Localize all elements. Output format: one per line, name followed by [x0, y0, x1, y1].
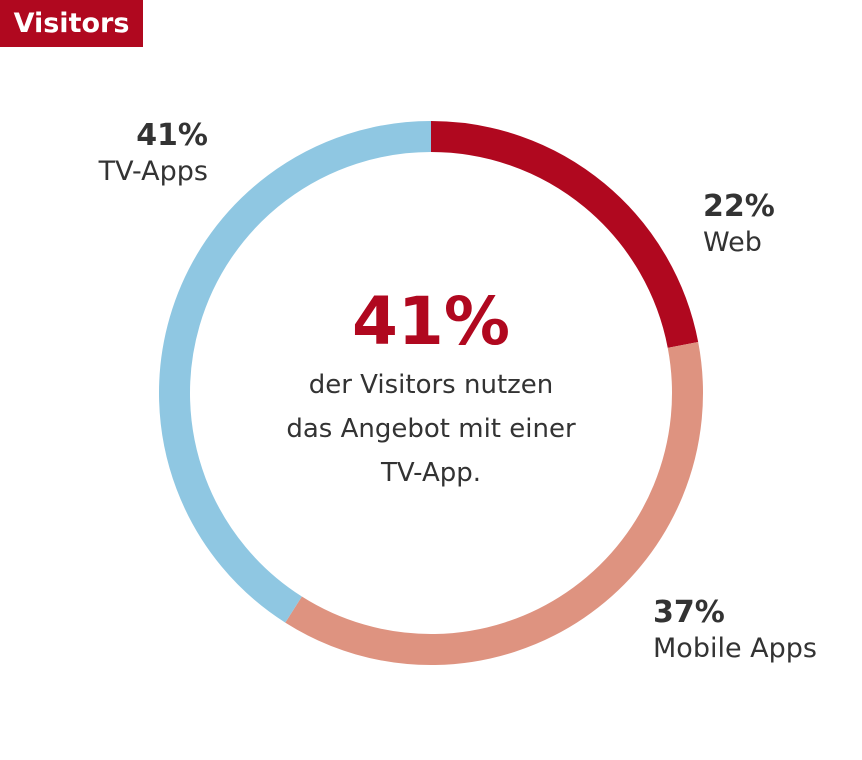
label-web: 22% Web: [703, 188, 775, 259]
center-line-2: das Angebot mit einer: [286, 414, 576, 444]
center-value: 41%: [352, 283, 510, 360]
label-mobile-value: 37%: [653, 595, 725, 630]
center-line-3: TV-App.: [380, 458, 481, 488]
title-badge: Visitors: [0, 0, 143, 47]
label-web-name: Web: [703, 226, 762, 258]
label-web-value: 22%: [703, 189, 775, 224]
donut-slice-tv-apps: [159, 121, 432, 623]
donut-slice-mobile-apps: [285, 342, 703, 665]
label-tv-apps: 41% TV-Apps: [99, 117, 208, 188]
center-text: 41% der Visitors nutzen das Angebot mit …: [231, 282, 631, 496]
label-tv-apps-value: 41%: [136, 118, 208, 153]
center-line-1: der Visitors nutzen: [308, 370, 554, 400]
label-mobile-name: Mobile Apps: [653, 632, 817, 664]
donut-slice-web: [430, 121, 699, 348]
label-tv-apps-name: TV-Apps: [98, 155, 208, 187]
label-mobile-apps: 37% Mobile Apps: [653, 594, 817, 665]
